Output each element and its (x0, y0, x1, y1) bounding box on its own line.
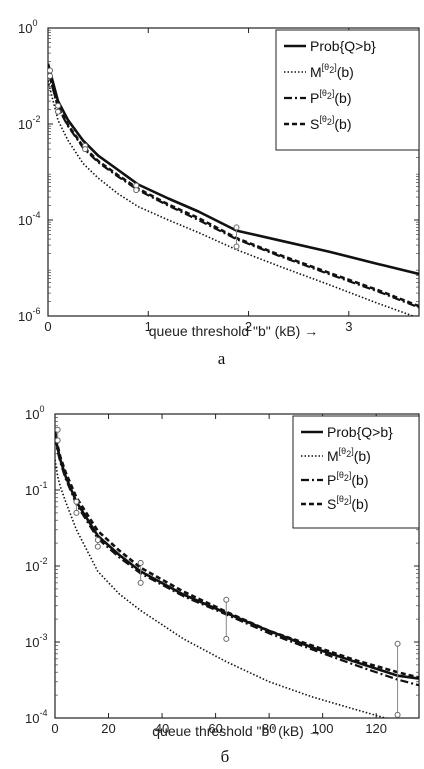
error-bar-cap (55, 437, 61, 444)
legend-label: S[θ2](b) (310, 114, 352, 132)
x-axis-label: queue threshold "b" (kB) → (152, 723, 321, 739)
legend-label: M[θ2](b) (310, 62, 354, 80)
panel-caption: а (218, 349, 226, 368)
x-tick-label: 0 (44, 319, 51, 334)
x-tick-label: 80 (262, 721, 276, 736)
error-bar-cap (223, 635, 230, 642)
series-group (55, 426, 419, 718)
error-bar-cap (223, 596, 230, 603)
error-bar-cap (233, 224, 240, 231)
error-bar-cap (48, 73, 54, 79)
error-bar-cap (55, 108, 62, 115)
error-bar-cap (94, 543, 101, 550)
x-tick-label: 120 (365, 721, 387, 736)
y-tick-label: 10-4 (18, 210, 40, 228)
x-tick-label: 0 (51, 721, 58, 736)
error-bar-cap (82, 146, 89, 153)
legend-label: M[θ2](b) (327, 446, 371, 464)
legend-label: Prob{Q>b} (327, 424, 393, 440)
legend-label: P[θ2](b) (310, 88, 352, 106)
series-line-dotted (55, 459, 389, 718)
chart-panel-b: 100 10-1 10-2 10-3 10-4 0 20 40 60 80 100 120 Prob{Q… (25, 404, 420, 766)
y-tick-label: 100 (25, 404, 44, 422)
x-tick-label: 2 (245, 319, 252, 334)
error-bar-cap (94, 536, 101, 543)
series-line-dotted (48, 80, 416, 316)
legend: Prob{Q>b} M[θ2](b) P[θ2](b) S[θ2](b) (275, 29, 420, 151)
series-group (48, 63, 419, 316)
error-bar-cap (394, 640, 401, 647)
legend-label: P[θ2](b) (327, 470, 369, 488)
y-tick-label: 10-2 (18, 114, 40, 132)
plot-frame (47, 27, 420, 317)
legend: Prob{Q>b} M[θ2](b) P[θ2](b) S[θ2](b) (292, 415, 420, 529)
error-bar-cap (55, 426, 61, 433)
error-bar-cap (48, 67, 54, 74)
error-bar-cap (137, 559, 144, 566)
error-bar-cap (55, 102, 62, 109)
series-line-solid (48, 63, 419, 276)
error-bar-cap (133, 187, 140, 194)
y-tick-label: 10-3 (25, 632, 47, 650)
x-tick-label: 100 (312, 721, 334, 736)
legend-box (275, 29, 420, 151)
x-axis-label: queue threshold "b" (kB) → (149, 323, 318, 339)
x-tick-label: 60 (208, 721, 222, 736)
y-tick-label: 10-6 (18, 306, 40, 324)
series-line-dashed (48, 68, 419, 308)
panel-caption: б (221, 747, 230, 766)
error-bar-cap (233, 243, 240, 250)
y-tick-label: 10-4 (25, 708, 47, 726)
x-tick-label: 40 (155, 721, 169, 736)
series-line-dashed (55, 430, 419, 679)
x-tick-label: 1 (145, 319, 152, 334)
legend-label: Prob{Q>b} (310, 38, 376, 54)
error-bar-cap (73, 498, 80, 505)
error-bar-cap (73, 509, 80, 516)
legend-box (292, 415, 420, 529)
y-tick-label: 100 (18, 18, 37, 36)
y-tick-label: 10-2 (25, 556, 47, 574)
y-tick-label: 10-1 (25, 480, 47, 498)
chart-panel-a: 100 10-2 10-4 10-6 0 1 2 3 Prob{Q>b} M[θ2](b) P[θ2… (18, 18, 420, 368)
error-bar-cap (137, 579, 144, 586)
legend-label: S[θ2](b) (327, 494, 369, 512)
x-tick-label: 20 (101, 721, 115, 736)
x-tick-label: 3 (345, 319, 352, 334)
error-bar-cap (394, 711, 401, 718)
